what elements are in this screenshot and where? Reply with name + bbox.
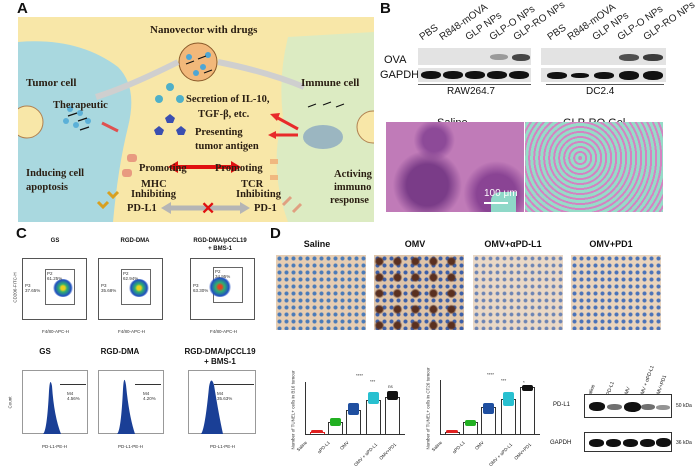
scatter-x-axis-label: F4/80-APC-H xyxy=(210,329,238,334)
panel-b-label: B xyxy=(380,0,391,17)
hist-title-rgd: RGD-DMA xyxy=(100,347,140,356)
histogram-rgd: M4 4.20% xyxy=(98,370,164,434)
ova-blot-dc xyxy=(541,48,666,65)
scatter-plot-gs: P2 61.25% P3 37.65% xyxy=(22,258,87,320)
inducing-label: Inducing cell xyxy=(26,168,85,179)
gapdh-blot-dc xyxy=(541,68,666,82)
ova-blot-raw xyxy=(418,48,531,65)
panel-a-diagram: Nanovector with drugs Tumor cell Immune … xyxy=(18,17,374,222)
sig-3: ns xyxy=(388,384,393,389)
pdl1-row-label: PD-L1 xyxy=(553,402,571,408)
ihc-image-omv xyxy=(374,255,464,330)
histology-gel-image xyxy=(525,122,663,212)
ihc-title-omv-pd1: OMV+PD1 xyxy=(589,239,633,249)
immune-cell-label: Immune cell xyxy=(301,77,360,89)
lane-label: PBS xyxy=(417,22,441,43)
flow-title-gs: GS xyxy=(50,238,60,244)
inhibiting-pd1-1: Inhibiting xyxy=(236,189,281,200)
scatter-plot-combo: P2 34.95% P3 63.30% xyxy=(190,258,255,320)
hist-y-axis-label: Count xyxy=(7,396,13,409)
sig-2: *** xyxy=(370,379,376,384)
secretion-label-2: TGF-β, etc. xyxy=(198,109,250,120)
promoting-tcr-2: TCR xyxy=(241,179,264,190)
bar-chart-ct26: Number of TUNEL+ cells in CT26 tumour **… xyxy=(425,367,545,470)
hist-title-combo: RGD-DMA/pCCL19 xyxy=(184,347,256,356)
gapdh-blot-d xyxy=(584,432,672,452)
ova-row-label: OVA xyxy=(384,54,407,66)
flow-title-combo: RGD-DMA/pCCL19 xyxy=(193,238,247,244)
chart1-ylabel: Number of TUNEL+ cells in B16 tumour xyxy=(290,370,296,450)
presenting-label-1: Presenting xyxy=(195,127,243,138)
histology-saline-image: 100 μm xyxy=(386,122,524,212)
sig-1: **** xyxy=(487,372,495,377)
gapdh-row-label: GAPDH xyxy=(380,69,420,81)
ihc-title-omv: OMV xyxy=(404,239,426,249)
pdl1-blot xyxy=(584,394,672,418)
ihc-title-omv-pdl1: OMV+αPD-L1 xyxy=(484,239,542,249)
therapeutic-label: Therapeutic xyxy=(53,100,108,111)
sig-3: * xyxy=(523,380,525,385)
raw-group-line xyxy=(418,84,531,85)
sig-1: **** xyxy=(356,373,364,378)
gapdh-blot-raw xyxy=(418,68,531,82)
ihc-image-omv-pdl1 xyxy=(473,255,563,330)
histogram-combo: M4 35.63% xyxy=(188,370,256,434)
chart2-ylabel: Number of TUNEL+ cells in CT26 tumour xyxy=(425,367,431,450)
inhibiting-pdl1-2: PD-L1 xyxy=(127,203,157,214)
hist-x-axis-label: PD-L1-PE-H xyxy=(118,444,144,449)
hist-x-axis-label: PD-L1-PE-H xyxy=(210,444,236,449)
promoting-mhc-2: MHC xyxy=(141,179,167,190)
gapdh-size-label: 36 kDa xyxy=(676,440,692,446)
dc-group-line xyxy=(546,84,664,85)
histogram-gs: M4 4.56% xyxy=(22,370,88,434)
ihc-image-omv-pd1 xyxy=(571,255,661,330)
group-label-dc: DC2.4 xyxy=(586,86,615,97)
panel-a-label: A xyxy=(17,0,28,17)
inhibiting-pd1-2: PD-1 xyxy=(254,203,277,214)
flow-title-rgd: RGD-DMA xyxy=(120,238,150,244)
lane-label: PBS xyxy=(545,22,569,43)
block-x-icon: ✕ xyxy=(201,199,216,218)
scatter-x-axis-label: F4/80-APC-H xyxy=(118,329,146,334)
scale-bar-label: 100 μm xyxy=(484,188,518,199)
promoting-tcr-1: Promoting xyxy=(215,163,263,174)
secretion-label-1: Secretion of IL-10, xyxy=(186,94,270,105)
bar-chart-b16: Number of TUNEL+ cells in B16 tumour ***… xyxy=(290,370,410,470)
apoptosis-label: apoptosis xyxy=(26,182,69,193)
ihc-title-saline: Saline xyxy=(303,239,331,249)
hist-x-axis-label: PD-L1-PE-H xyxy=(42,444,68,449)
presenting-label-2: tumor antigen xyxy=(195,141,259,152)
panel-a-graphics xyxy=(18,32,374,222)
scatter-y-axis-label: CD206-FITC-H xyxy=(12,272,18,303)
activing-label-1: Activing xyxy=(334,169,372,180)
scale-bar xyxy=(484,202,508,204)
nanovector-title: Nanovector with drugs xyxy=(150,24,258,36)
activing-label-2: immuno xyxy=(334,182,372,193)
flow-title-combo-2: + BMS-1 xyxy=(208,246,232,252)
panel-c-label: C xyxy=(16,225,27,242)
panel-d-label: D xyxy=(270,225,281,242)
pdl1-size-label: 50 kDa xyxy=(676,403,692,409)
gapdh-row-label-d: GAPDH xyxy=(550,440,572,446)
ihc-image-saline xyxy=(276,255,366,330)
hist-title-combo-2: + BMS-1 xyxy=(204,357,236,366)
scatter-x-axis-label: F4/80-APC-H xyxy=(42,329,70,334)
tumor-cell-label: Tumor cell xyxy=(26,77,77,89)
inhibiting-pdl1-1: Inhibiting xyxy=(131,189,176,200)
promoting-mhc-1: Promoting xyxy=(139,163,187,174)
hist-title-gs: GS xyxy=(39,347,51,356)
sig-2: *** xyxy=(501,378,507,383)
activing-label-3: response xyxy=(330,195,369,206)
scatter-plot-rgd: P2 62.94% P3 35.68% xyxy=(98,258,163,320)
group-label-raw: RAW264.7 xyxy=(447,86,495,97)
